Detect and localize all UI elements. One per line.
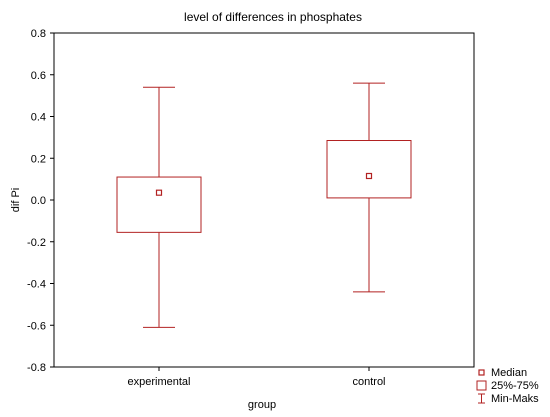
median-marker	[365, 172, 373, 180]
x-axis-label: group	[248, 399, 276, 411]
y-axis: 0.8 0.6 0.4 0.2 0.0 -0.2 -0.4 -0.6 -0.8	[27, 28, 54, 374]
y-tick-label: -0.8	[27, 362, 46, 374]
y-axis-label: dif Pi	[10, 188, 22, 212]
legend-label: Median	[491, 367, 527, 379]
chart-title: level of differences in phosphates	[184, 10, 362, 24]
y-tick-label: -0.2	[27, 237, 46, 249]
box-experimental	[116, 86, 202, 328]
legend-box-icon	[476, 380, 487, 391]
box-control	[326, 82, 412, 293]
legend-label: 25%-75%	[491, 380, 539, 392]
y-tick-label: 0.4	[31, 112, 46, 124]
iqr-box	[326, 140, 412, 199]
y-tick-label: -0.6	[27, 320, 46, 332]
boxes	[116, 82, 412, 328]
y-tick-label: 0.2	[31, 153, 46, 165]
median-marker	[155, 189, 163, 196]
legend-item: 25%-75%	[476, 380, 539, 392]
x-tick-label: experimental	[128, 376, 191, 388]
y-tick-label: 0.6	[31, 70, 46, 82]
iqr-box	[116, 176, 202, 233]
y-tick-label: -0.4	[27, 279, 46, 291]
x-axis: experimental control	[128, 367, 386, 388]
legend-label: Min-Maks	[491, 393, 539, 405]
legend-item: Min-Maks	[478, 393, 539, 405]
legend-item: Median	[478, 367, 527, 379]
y-tick-label: 0.0	[31, 195, 46, 207]
y-tick-label: 0.8	[31, 28, 46, 40]
legend-median-icon	[478, 369, 485, 376]
x-tick-label: control	[352, 376, 385, 388]
